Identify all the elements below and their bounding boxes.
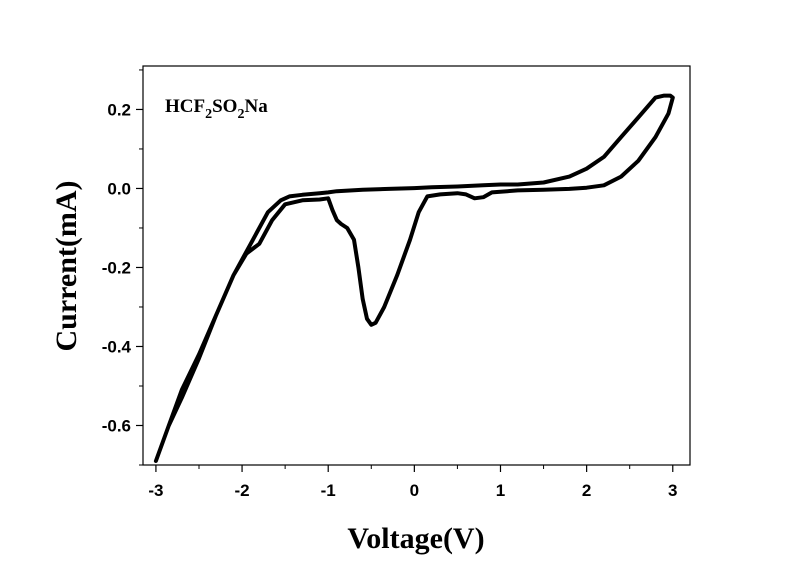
x-tick-label: 3 <box>668 481 677 500</box>
annotation-mid: SO <box>212 96 237 117</box>
chart-annotation: HCF2SO2Na <box>165 96 268 122</box>
annotation-base: HCF <box>165 96 205 117</box>
x-tick-label: 0 <box>410 481 419 500</box>
y-axis-title: Current(mA) <box>50 180 83 351</box>
cv-curve-0 <box>153 93 675 463</box>
x-tick-label: 2 <box>582 481 591 500</box>
x-tick-label: -3 <box>148 481 163 500</box>
y-tick-label: -0.6 <box>102 416 131 435</box>
y-tick-label: 0.2 <box>107 100 131 119</box>
y-tick-label: -0.2 <box>102 258 131 277</box>
plot-frame <box>142 65 691 466</box>
x-axis-title: Voltage(V) <box>347 522 484 555</box>
annotation-sub2: 2 <box>237 107 244 122</box>
annotation-sub1: 2 <box>205 107 212 122</box>
x-tick-label: 1 <box>496 481 505 500</box>
y-tick-label: 0.0 <box>107 179 131 198</box>
annotation-tail: Na <box>244 96 268 117</box>
x-tick-label: -2 <box>235 481 250 500</box>
y-tick-label: -0.4 <box>102 337 132 356</box>
x-tick-label: -1 <box>321 481 336 500</box>
